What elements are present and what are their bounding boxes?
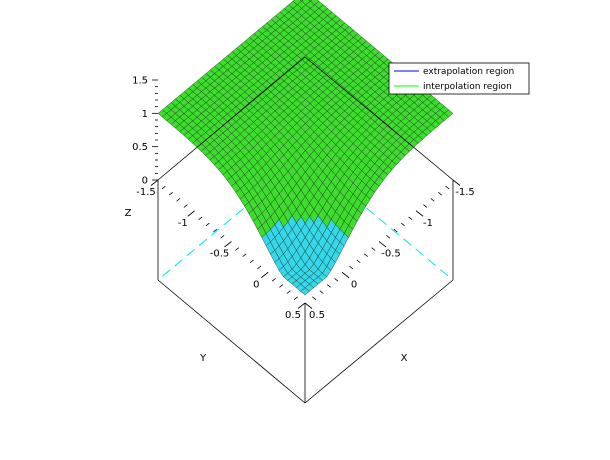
x-tick-minor <box>430 198 435 202</box>
x-tick-label: 0.5 <box>309 310 325 321</box>
y-tick-label: -0.5 <box>210 249 230 260</box>
y-tick-minor <box>176 198 181 202</box>
y-tick-label: -1.5 <box>136 187 156 198</box>
y-tick-minor <box>242 253 247 257</box>
x-tick-minor <box>319 290 324 294</box>
x-tick-minor <box>400 222 405 227</box>
y-tick-minor <box>213 228 218 233</box>
x-tick-minor <box>437 191 442 196</box>
x-tick-minor <box>408 216 413 221</box>
y-axis-label: Y <box>199 353 207 364</box>
y-tick-major <box>150 179 159 186</box>
y-tick-minor <box>198 216 203 221</box>
y-tick-minor <box>286 290 291 294</box>
y-tick-minor <box>183 204 188 208</box>
x-tick-minor <box>356 259 361 264</box>
x-tick-minor <box>423 204 428 208</box>
x-axis-label: X <box>401 353 408 364</box>
y-tick-minor <box>249 259 254 264</box>
x-tick-minor <box>312 296 317 300</box>
x-tick-label: 0 <box>351 279 357 290</box>
x-tick-label: -0.5 <box>381 249 401 260</box>
surface-mesh <box>157 0 454 296</box>
axes: -1.5 -1 -0.5 0 0.5 X -1.5 -1 -0.5 0 0.5 Y 0 0.5 1 1.5 Z <box>125 76 475 365</box>
y-tick-minor <box>205 222 210 227</box>
x-tick-minor <box>326 284 331 288</box>
z-tick-label: 0.5 <box>132 142 148 153</box>
y-tick-minor <box>161 185 166 190</box>
x-tick-minor <box>349 265 354 270</box>
x-tick-major <box>452 179 461 186</box>
y-tick-major <box>224 241 232 248</box>
y-tick-minor <box>293 296 298 300</box>
x-tick-label: -1.5 <box>455 187 475 198</box>
y-tick-minor <box>220 235 225 239</box>
legend-label-interpolation: interpolation region <box>423 82 512 92</box>
z-tick-label: 1 <box>142 109 148 120</box>
y-tick-label: -1 <box>178 218 188 229</box>
x-tick-minor <box>334 278 339 282</box>
y-tick-minor <box>257 265 262 270</box>
box-front-edges <box>157 56 454 404</box>
y-tick-label: 0.5 <box>285 310 301 321</box>
z-tick-label: 0 <box>142 176 148 187</box>
y-tick-minor <box>168 191 173 196</box>
x-tick-major <box>378 241 387 248</box>
y-tick-major <box>187 210 195 217</box>
y-tick-minor <box>271 278 276 282</box>
x-tick-label: -1 <box>423 218 433 229</box>
x-tick-minor <box>371 247 376 251</box>
legend-box <box>388 62 530 95</box>
x-tick-major <box>415 210 424 217</box>
y-tick-major <box>261 271 269 279</box>
z-tick-label: 1.5 <box>132 76 148 87</box>
y-tick-label: 0 <box>253 279 259 290</box>
x-tick-major <box>341 271 350 279</box>
legend: extrapolation region interpolation regio… <box>388 62 530 95</box>
y-tick-minor <box>279 284 284 288</box>
x-tick-major <box>304 302 313 309</box>
y-tick-major <box>297 302 306 309</box>
x-tick-minor <box>445 185 450 190</box>
x-tick-minor <box>393 228 398 233</box>
y-tick-minor <box>235 247 240 251</box>
x-tick-minor <box>386 235 391 239</box>
surface-cell <box>300 287 310 296</box>
z-axis-label: Z <box>125 208 132 219</box>
legend-label-extrapolation: extrapolation region <box>423 67 514 77</box>
x-tick-minor <box>363 253 368 257</box>
